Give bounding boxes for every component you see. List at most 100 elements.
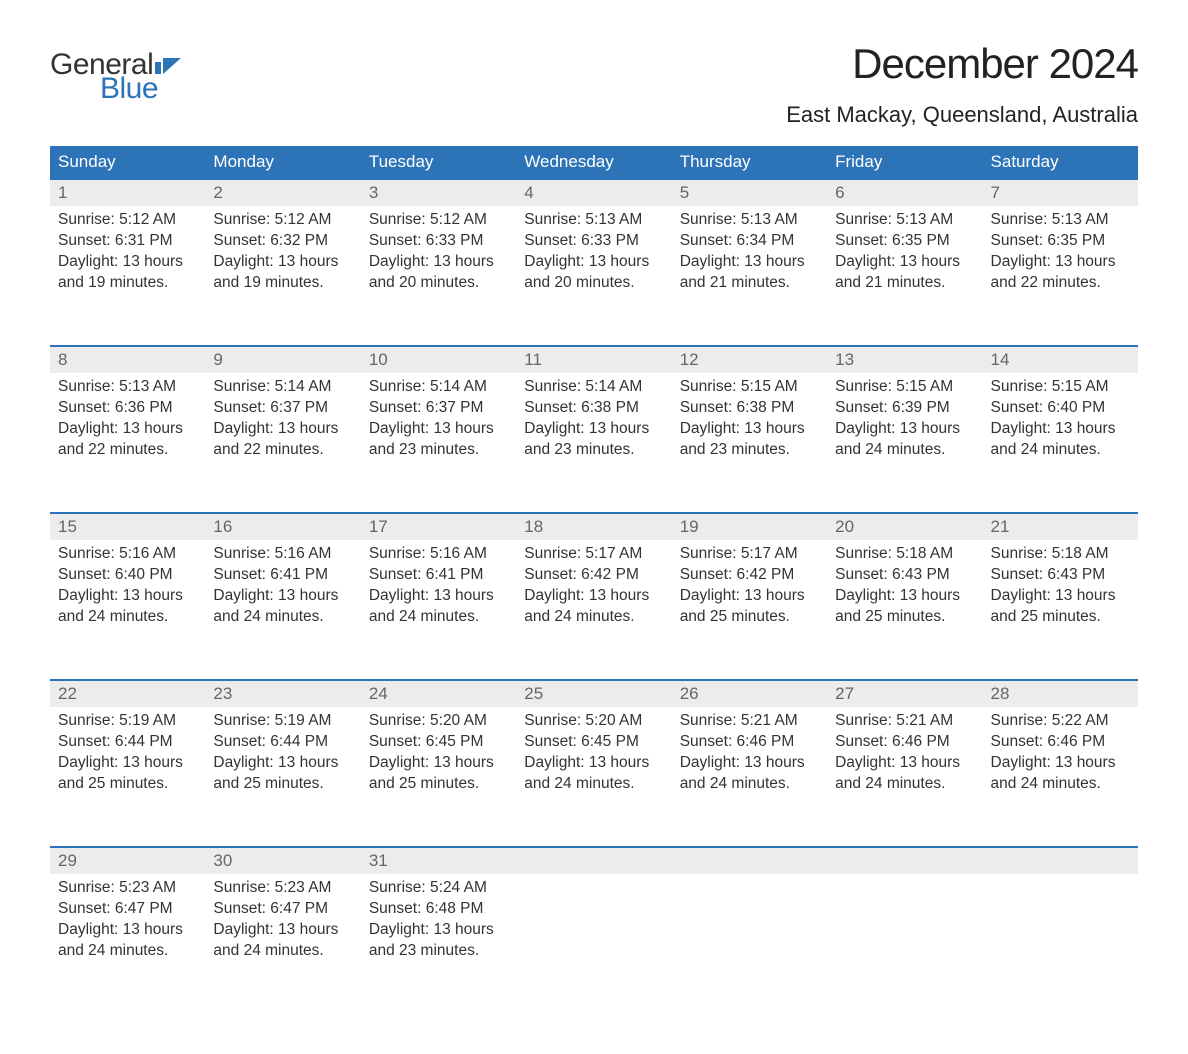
daylight-text-line2: and 24 minutes. [58,607,197,628]
day-number-cell: 23 [205,680,360,707]
sunrise-text: Sunrise: 5:20 AM [524,711,663,732]
sunrise-text: Sunrise: 5:13 AM [835,210,974,231]
day-number-cell: 14 [983,346,1138,373]
sunrise-text: Sunrise: 5:15 AM [991,377,1130,398]
sunrise-text: Sunrise: 5:22 AM [991,711,1130,732]
weekday-header: Tuesday [361,146,516,179]
sunset-text: Sunset: 6:38 PM [680,398,819,419]
daylight-text-line2: and 24 minutes. [680,774,819,795]
day-cell: Sunrise: 5:17 AMSunset: 6:42 PMDaylight:… [516,540,671,680]
day-cell [827,874,982,1014]
daylight-text-line2: and 24 minutes. [835,440,974,461]
day-cell: Sunrise: 5:19 AMSunset: 6:44 PMDaylight:… [50,707,205,847]
day-body: Sunrise: 5:15 AMSunset: 6:40 PMDaylight:… [983,373,1138,469]
weekday-header: Monday [205,146,360,179]
day-cell: Sunrise: 5:14 AMSunset: 6:37 PMDaylight:… [361,373,516,513]
sunset-text: Sunset: 6:46 PM [991,732,1130,753]
sunrise-text: Sunrise: 5:13 AM [991,210,1130,231]
day-body: Sunrise: 5:13 AMSunset: 6:35 PMDaylight:… [827,206,982,302]
brand-word-2: Blue [100,74,181,104]
daylight-text-line1: Daylight: 13 hours [213,419,352,440]
day-number-cell [672,847,827,874]
day-body: Sunrise: 5:16 AMSunset: 6:40 PMDaylight:… [50,540,205,636]
sunrise-text: Sunrise: 5:15 AM [835,377,974,398]
sunrise-text: Sunrise: 5:24 AM [369,878,508,899]
sunset-text: Sunset: 6:47 PM [58,899,197,920]
weekday-header: Saturday [983,146,1138,179]
day-number-cell [516,847,671,874]
day-number-cell: 2 [205,179,360,206]
day-number-cell: 17 [361,513,516,540]
sunrise-text: Sunrise: 5:16 AM [369,544,508,565]
day-body: Sunrise: 5:12 AMSunset: 6:32 PMDaylight:… [205,206,360,302]
day-number-cell: 13 [827,346,982,373]
day-cell: Sunrise: 5:13 AMSunset: 6:35 PMDaylight:… [827,206,982,346]
day-cell: Sunrise: 5:15 AMSunset: 6:38 PMDaylight:… [672,373,827,513]
day-body: Sunrise: 5:13 AMSunset: 6:33 PMDaylight:… [516,206,671,302]
day-body: Sunrise: 5:18 AMSunset: 6:43 PMDaylight:… [983,540,1138,636]
day-cell [516,874,671,1014]
sunset-text: Sunset: 6:40 PM [991,398,1130,419]
sunrise-text: Sunrise: 5:12 AM [58,210,197,231]
weekday-header: Wednesday [516,146,671,179]
weekday-header: Sunday [50,146,205,179]
sunrise-text: Sunrise: 5:14 AM [369,377,508,398]
sunset-text: Sunset: 6:46 PM [680,732,819,753]
daylight-text-line2: and 24 minutes. [524,607,663,628]
daylight-text-line2: and 25 minutes. [58,774,197,795]
daynum-row: 293031 [50,847,1138,874]
day-number-cell: 27 [827,680,982,707]
sunrise-text: Sunrise: 5:21 AM [680,711,819,732]
day-number-cell: 1 [50,179,205,206]
weekday-header: Thursday [672,146,827,179]
daylight-text-line1: Daylight: 13 hours [524,252,663,273]
sunrise-text: Sunrise: 5:14 AM [524,377,663,398]
daylight-text-line1: Daylight: 13 hours [991,252,1130,273]
day-number-cell: 22 [50,680,205,707]
sunset-text: Sunset: 6:46 PM [835,732,974,753]
daylight-text-line2: and 25 minutes. [680,607,819,628]
sunset-text: Sunset: 6:35 PM [835,231,974,252]
sunrise-text: Sunrise: 5:18 AM [835,544,974,565]
sunset-text: Sunset: 6:41 PM [213,565,352,586]
day-cell: Sunrise: 5:16 AMSunset: 6:40 PMDaylight:… [50,540,205,680]
weekday-header: Friday [827,146,982,179]
day-cell: Sunrise: 5:13 AMSunset: 6:33 PMDaylight:… [516,206,671,346]
day-number-cell: 4 [516,179,671,206]
day-body: Sunrise: 5:18 AMSunset: 6:43 PMDaylight:… [827,540,982,636]
day-cell: Sunrise: 5:21 AMSunset: 6:46 PMDaylight:… [672,707,827,847]
daylight-text-line2: and 23 minutes. [524,440,663,461]
daylight-text-line1: Daylight: 13 hours [991,753,1130,774]
day-number-cell: 21 [983,513,1138,540]
sunrise-text: Sunrise: 5:15 AM [680,377,819,398]
sunset-text: Sunset: 6:47 PM [213,899,352,920]
day-number-cell: 24 [361,680,516,707]
sunrise-text: Sunrise: 5:17 AM [524,544,663,565]
sunset-text: Sunset: 6:37 PM [213,398,352,419]
day-cell [983,874,1138,1014]
sunset-text: Sunset: 6:33 PM [524,231,663,252]
day-cell: Sunrise: 5:12 AMSunset: 6:32 PMDaylight:… [205,206,360,346]
day-number-cell: 6 [827,179,982,206]
day-cell: Sunrise: 5:13 AMSunset: 6:35 PMDaylight:… [983,206,1138,346]
sunrise-text: Sunrise: 5:12 AM [369,210,508,231]
week-row: Sunrise: 5:23 AMSunset: 6:47 PMDaylight:… [50,874,1138,1014]
sunset-text: Sunset: 6:39 PM [835,398,974,419]
daylight-text-line2: and 23 minutes. [369,440,508,461]
day-body: Sunrise: 5:16 AMSunset: 6:41 PMDaylight:… [205,540,360,636]
day-number-cell: 9 [205,346,360,373]
daylight-text-line1: Daylight: 13 hours [369,920,508,941]
sunset-text: Sunset: 6:44 PM [213,732,352,753]
sunrise-text: Sunrise: 5:19 AM [58,711,197,732]
daylight-text-line2: and 24 minutes. [991,774,1130,795]
daylight-text-line2: and 22 minutes. [58,440,197,461]
daylight-text-line2: and 19 minutes. [58,273,197,294]
week-row: Sunrise: 5:19 AM Sunset: 6:44 PM Daylight:… [50,707,1138,847]
daylight-text-line2: and 23 minutes. [680,440,819,461]
day-number-cell: 26 [672,680,827,707]
day-body: Sunrise: 5:12 AMSunset: 6:31 PMDaylight:… [50,206,205,302]
location-text: East Mackay, Queensland, Australia [786,102,1138,128]
week-row: Sunrise: 5:12 AMSunset: 6:31 PMDaylight:… [50,206,1138,346]
day-body: Sunrise: 5:15 AMSunset: 6:38 PMDaylight:… [672,373,827,469]
daylight-text-line1: Daylight: 13 hours [213,586,352,607]
